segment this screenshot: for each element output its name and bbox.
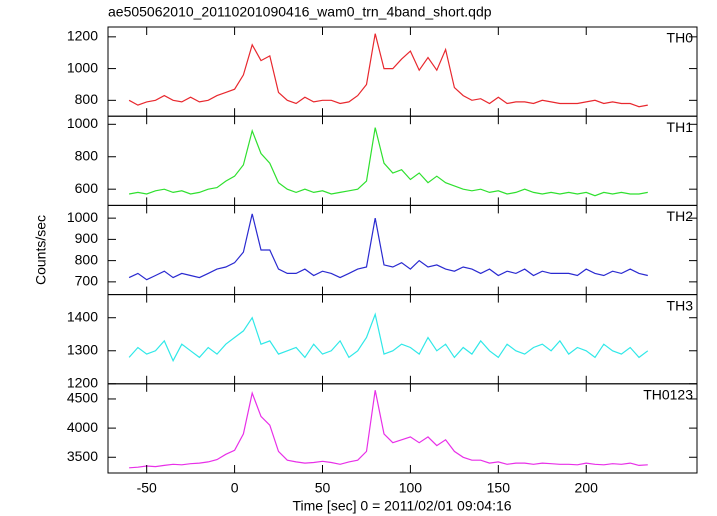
y-tick-label: 1000 bbox=[67, 209, 98, 225]
x-tick-label: 50 bbox=[315, 480, 331, 496]
y-tick-label: 800 bbox=[75, 91, 99, 107]
y-tick-label: 1200 bbox=[67, 375, 98, 391]
y-tick-label: 1000 bbox=[67, 59, 98, 75]
panel-label: TH1 bbox=[667, 119, 694, 135]
x-tick-label: 150 bbox=[487, 480, 511, 496]
y-tick-label: 800 bbox=[75, 251, 99, 267]
y-tick-label: 600 bbox=[75, 180, 99, 196]
x-tick-label: 0 bbox=[231, 480, 239, 496]
y-tick-label: 900 bbox=[75, 230, 99, 246]
y-tick-label: 1400 bbox=[67, 308, 98, 324]
panel-label: TH0123 bbox=[643, 387, 693, 403]
panel-frame bbox=[107, 204, 698, 296]
x-axis-label: Time [sec] 0 = 2011/02/01 09:04:16 bbox=[292, 498, 511, 514]
y-tick-label: 1200 bbox=[67, 28, 98, 44]
x-tick-label: 200 bbox=[575, 480, 599, 496]
y-axis-label: Counts/sec bbox=[33, 215, 49, 285]
panel-label: TH2 bbox=[667, 208, 694, 224]
x-tick-label: 100 bbox=[399, 480, 423, 496]
y-tick-label: 4000 bbox=[67, 419, 98, 435]
series-line bbox=[128, 312, 649, 363]
y-tick-label: 800 bbox=[75, 147, 99, 163]
y-tick-label: 4500 bbox=[67, 390, 98, 406]
y-tick-label: 3500 bbox=[67, 448, 98, 464]
series-line bbox=[128, 213, 648, 281]
y-tick-label: 1000 bbox=[67, 115, 98, 131]
series-line bbox=[128, 127, 648, 197]
chart-title: ae505062010_20110201090416_wam0_trn_4ban… bbox=[108, 4, 492, 20]
panel-frame bbox=[107, 383, 698, 474]
x-tick-label: -50 bbox=[137, 480, 157, 496]
series-line bbox=[128, 33, 648, 108]
panel-label: TH3 bbox=[667, 297, 694, 313]
panel-frame bbox=[107, 115, 698, 206]
series-line bbox=[129, 390, 648, 469]
y-tick-label: 700 bbox=[75, 273, 99, 289]
panel-frame bbox=[107, 294, 698, 385]
y-tick-label: 1300 bbox=[67, 341, 98, 357]
panel-label: TH0 bbox=[667, 30, 694, 46]
